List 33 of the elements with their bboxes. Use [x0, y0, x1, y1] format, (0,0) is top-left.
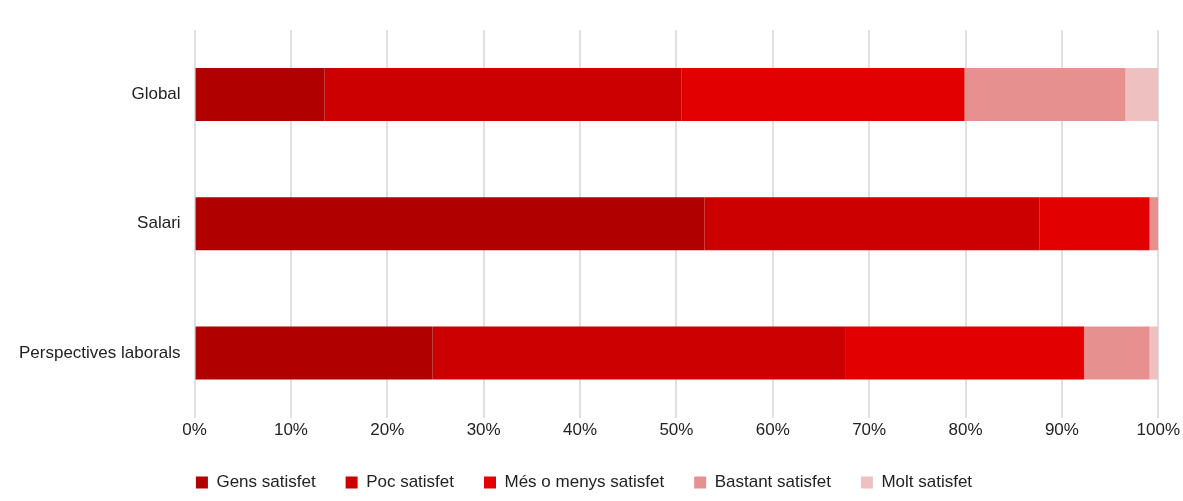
x-tick-label: 10% [273, 420, 308, 440]
y-tick-label: Perspectives laborals [19, 342, 181, 362]
bar [195, 68, 325, 122]
x-tick-label: 0% [182, 420, 207, 440]
x-tick-label: 30% [466, 420, 501, 440]
bar [845, 326, 1085, 380]
x-tick-label: 100% [1136, 420, 1180, 440]
bar [195, 197, 705, 251]
x-tick-label: 80% [948, 420, 983, 440]
bar [964, 68, 1126, 122]
x-tick-label: 20% [370, 420, 405, 440]
legend-label: Més o menys satisfet [504, 472, 665, 492]
x-tick-label: 50% [659, 420, 694, 440]
bar [681, 68, 965, 122]
legend-label: Gens satisfet [216, 472, 316, 492]
bar [1149, 197, 1159, 251]
bar [1084, 326, 1150, 380]
legend-label: Molt satisfet [881, 472, 973, 492]
x-tick-label: 70% [852, 420, 887, 440]
legend-label: Poc satisfet [366, 472, 455, 492]
bar [704, 197, 1040, 251]
bar [432, 326, 846, 380]
bar [1039, 197, 1150, 251]
bar [195, 326, 433, 380]
bar [1125, 68, 1159, 122]
y-tick-label: Global [131, 84, 181, 104]
x-tick-label: 90% [1044, 420, 1079, 440]
bar [1149, 326, 1159, 380]
y-tick-label: Salari [137, 213, 181, 233]
bar [324, 68, 682, 122]
x-tick-label: 40% [563, 420, 598, 440]
x-tick-label: 60% [755, 420, 790, 440]
legend-label: Bastant satisfet [714, 472, 832, 492]
